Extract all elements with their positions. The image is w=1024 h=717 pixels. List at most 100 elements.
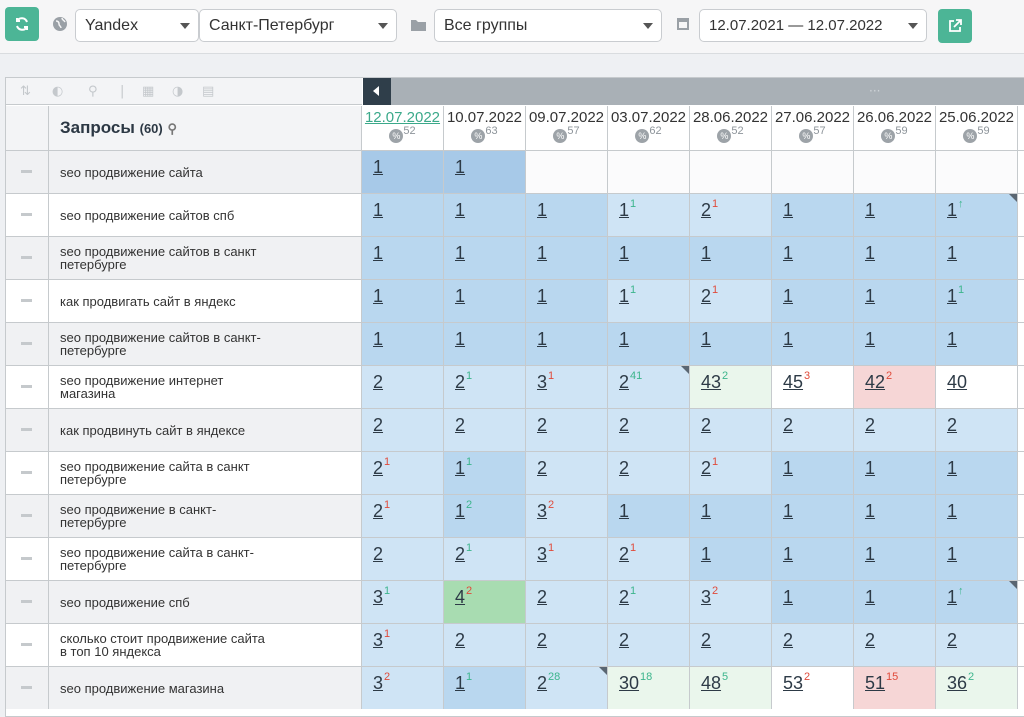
position-cell[interactable]: 1 [608, 237, 690, 279]
date-column-header[interactable]: 26.06.2022% 59 [854, 106, 936, 150]
position-cell[interactable]: 1 [936, 452, 1018, 494]
position-cell[interactable]: 2 [608, 624, 690, 666]
position-value[interactable]: 1 [537, 200, 548, 220]
sort-icon[interactable]: ⇅ [20, 84, 31, 99]
position-cell[interactable]: 1 [772, 323, 854, 365]
position-cell[interactable]: 1 [690, 237, 772, 279]
position-cell[interactable]: 2 [444, 409, 526, 451]
position-value[interactable]: 1 [947, 329, 958, 349]
position-value[interactable]: 3 [373, 587, 384, 607]
position-value[interactable]: 1 [947, 286, 958, 306]
position-value[interactable]: 2 [537, 587, 548, 607]
row-drag-handle[interactable] [6, 280, 49, 322]
position-value[interactable]: 2 [947, 415, 958, 435]
position-value[interactable]: 3 [537, 501, 548, 521]
position-value[interactable]: 2 [373, 501, 384, 521]
position-value[interactable]: 1 [373, 329, 384, 349]
position-value[interactable]: 2 [537, 415, 548, 435]
position-value[interactable]: 1 [701, 329, 712, 349]
position-value[interactable]: 1 [373, 157, 384, 177]
position-cell[interactable]: 11 [936, 280, 1018, 322]
position-cell[interactable]: 1 [690, 495, 772, 537]
position-cell[interactable]: 1 [936, 323, 1018, 365]
position-cell[interactable]: 1 [444, 237, 526, 279]
position-cell[interactable] [854, 151, 936, 193]
position-cell[interactable]: 1 [936, 538, 1018, 580]
position-value[interactable]: 2 [947, 630, 958, 650]
position-cell[interactable]: 31 [526, 366, 608, 408]
position-cell[interactable]: 1 [526, 323, 608, 365]
position-cell[interactable]: 31 [362, 581, 444, 623]
text-icon[interactable]: ▤ [202, 84, 215, 99]
position-cell[interactable]: 1 [444, 280, 526, 322]
position-value[interactable]: 40 [947, 372, 968, 392]
position-cell[interactable]: 11 [444, 667, 526, 709]
position-value[interactable]: 2 [619, 372, 630, 392]
position-cell[interactable]: 532 [772, 667, 854, 709]
position-cell[interactable]: 1 [772, 280, 854, 322]
position-cell[interactable]: 362 [936, 667, 1018, 709]
position-value[interactable]: 1 [455, 157, 466, 177]
position-value[interactable]: 1 [455, 243, 466, 263]
position-cell[interactable]: 32 [690, 581, 772, 623]
position-value[interactable]: 1 [947, 501, 958, 521]
position-cell[interactable]: 422 [854, 366, 936, 408]
position-value[interactable]: 1 [783, 329, 794, 349]
position-value[interactable]: 1 [865, 458, 876, 478]
position-cell[interactable]: 2 [526, 581, 608, 623]
position-value[interactable]: 1 [455, 329, 466, 349]
position-cell[interactable]: 2 [772, 409, 854, 451]
date-column-header[interactable]: 12.07.2022% 52 [362, 106, 444, 150]
position-value[interactable]: 43 [701, 372, 722, 392]
position-value[interactable]: 1 [865, 243, 876, 263]
contrast-icon[interactable]: ◑ [172, 84, 184, 99]
position-value[interactable]: 1 [373, 286, 384, 306]
position-value[interactable]: 2 [373, 544, 384, 564]
position-value[interactable]: 1 [619, 501, 630, 521]
position-value[interactable]: 1 [619, 329, 630, 349]
position-cell[interactable]: 1 [526, 237, 608, 279]
position-cell[interactable]: 1 [854, 280, 936, 322]
position-value[interactable]: 30 [619, 673, 640, 693]
position-cell[interactable]: 2 [608, 409, 690, 451]
position-value[interactable]: 2 [865, 630, 876, 650]
position-cell[interactable]: 1 [690, 538, 772, 580]
position-cell[interactable]: 1 [362, 280, 444, 322]
position-cell[interactable]: 1 [608, 495, 690, 537]
position-cell[interactable]: 31 [362, 624, 444, 666]
position-value[interactable]: 2 [537, 630, 548, 650]
export-button[interactable] [938, 9, 972, 43]
scroll-left-button[interactable] [363, 78, 391, 105]
position-cell[interactable]: 2 [362, 366, 444, 408]
date-column-header[interactable]: 27.06.2022% 57 [772, 106, 854, 150]
row-drag-handle[interactable] [6, 237, 49, 279]
position-cell[interactable]: 1 [854, 495, 936, 537]
position-cell[interactable]: 21 [690, 452, 772, 494]
position-cell[interactable]: 2 [936, 624, 1018, 666]
position-value[interactable]: 48 [701, 673, 722, 693]
position-cell[interactable]: 485 [690, 667, 772, 709]
date-column-header[interactable]: 10.07.2022% 63 [444, 106, 526, 150]
position-cell[interactable]: 1↑ [936, 194, 1018, 236]
position-value[interactable]: 2 [373, 372, 384, 392]
position-cell[interactable]: 1 [526, 280, 608, 322]
position-value[interactable]: 1 [947, 587, 958, 607]
position-cell[interactable]: 1 [854, 581, 936, 623]
position-cell[interactable]: 21 [444, 538, 526, 580]
position-cell[interactable]: 12 [444, 495, 526, 537]
position-value[interactable]: 1 [947, 458, 958, 478]
position-cell[interactable]: 2 [362, 409, 444, 451]
position-cell[interactable] [690, 151, 772, 193]
date-column-header[interactable]: 28.06.2022% 52 [690, 106, 772, 150]
position-value[interactable]: 2 [455, 544, 466, 564]
position-cell[interactable]: 1 [772, 538, 854, 580]
position-cell[interactable]: 1 [854, 538, 936, 580]
position-value[interactable]: 3 [537, 372, 548, 392]
position-value[interactable]: 3 [701, 587, 712, 607]
position-value[interactable]: 1 [619, 243, 630, 263]
position-cell[interactable]: 1 [772, 495, 854, 537]
position-cell[interactable]: 21 [362, 495, 444, 537]
position-cell[interactable]: 1↑ [936, 581, 1018, 623]
position-cell[interactable]: 2 [526, 624, 608, 666]
position-cell[interactable]: 21 [444, 366, 526, 408]
